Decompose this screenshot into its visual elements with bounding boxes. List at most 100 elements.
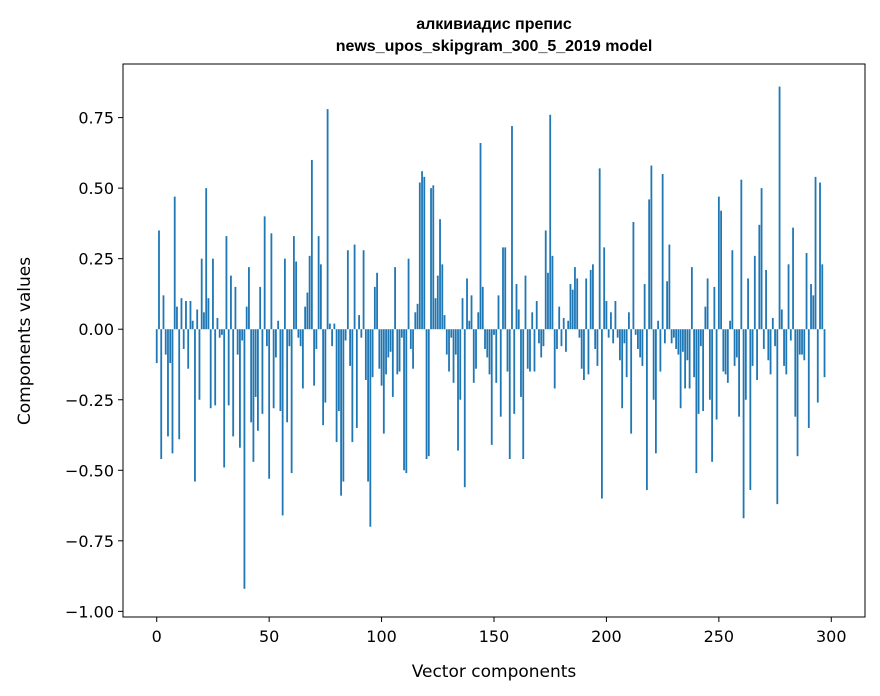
bar-73 [319, 264, 322, 330]
bar-2 [160, 329, 163, 459]
bar-164 [524, 275, 527, 330]
bar-224 [659, 329, 662, 372]
bar-59 [288, 329, 291, 347]
bar-234 [681, 329, 684, 352]
bar-17 [194, 329, 196, 482]
bar-18 [196, 309, 199, 330]
bar-100 [380, 329, 383, 386]
bar-113 [409, 329, 412, 349]
bar-184 [569, 284, 572, 330]
bar-270 [762, 329, 765, 349]
bar-223 [657, 320, 660, 330]
bar-191 [585, 278, 588, 330]
bar-180 [560, 329, 563, 347]
bar-118 [421, 171, 423, 330]
bar-138 [466, 278, 468, 330]
bar-217 [643, 284, 646, 330]
bar-176 [551, 255, 554, 330]
bar-231 [675, 329, 678, 349]
bar-144 [479, 143, 482, 330]
bar-211 [630, 329, 633, 434]
bar-137 [463, 329, 466, 488]
bar-232 [677, 329, 680, 355]
y-tick-label: 0.00 [78, 320, 114, 339]
bar-172 [542, 329, 545, 347]
x-tick-label: 150 [479, 627, 510, 646]
bar-286 [798, 329, 801, 355]
bar-256 [731, 250, 734, 330]
bar-280 [785, 329, 788, 375]
bar-136 [461, 298, 464, 330]
bar-295 [819, 182, 821, 330]
bar-7 [171, 329, 174, 454]
bar-153 [499, 329, 502, 417]
bar-255 [729, 320, 731, 330]
bar-284 [794, 329, 797, 417]
bar-195 [594, 329, 597, 349]
bar-247 [711, 329, 713, 462]
bar-132 [452, 329, 455, 383]
bar-200 [605, 301, 608, 330]
bar-253 [724, 329, 727, 375]
bar-277 [778, 86, 781, 330]
bar-15 [189, 301, 192, 330]
y-tick-label: −0.25 [65, 391, 114, 410]
y-axis-ticks: −1.00 −0.75 −0.50 −0.25 0.00 0.25 0.50 0.75 [65, 109, 123, 621]
bar-252 [722, 329, 725, 372]
bar-146 [484, 329, 486, 349]
bar-23 [207, 298, 210, 330]
bar-58 [286, 329, 289, 423]
bar-26 [214, 329, 217, 406]
bar-99 [378, 329, 381, 369]
bar-139 [468, 320, 471, 330]
bar-89 [355, 329, 358, 428]
bar-249 [715, 329, 718, 420]
bar-261 [742, 329, 745, 519]
bar-77 [328, 323, 331, 330]
bar-293 [814, 176, 817, 330]
bar-19 [198, 329, 201, 400]
bar-233 [679, 329, 682, 409]
bar-173 [544, 230, 547, 330]
bar-274 [771, 317, 774, 330]
bar-194 [592, 264, 594, 330]
bar-13 [185, 301, 187, 330]
bar-162 [520, 329, 522, 397]
bar-198 [601, 329, 603, 499]
bar-47 [261, 329, 264, 414]
bar-12 [182, 329, 185, 349]
bar-279 [783, 329, 785, 366]
bar-151 [495, 329, 498, 383]
bar-127 [441, 264, 444, 330]
bar-175 [549, 114, 552, 330]
bar-3 [162, 295, 165, 330]
bar-88 [353, 244, 356, 330]
bar-225 [661, 174, 664, 330]
bar-165 [526, 329, 529, 369]
bar-32 [227, 329, 230, 406]
bar-9 [176, 306, 178, 330]
bar-95 [369, 329, 372, 527]
bar-149 [490, 329, 493, 445]
y-tick-label: 0.50 [78, 179, 114, 198]
bar-150 [493, 329, 495, 335]
bar-90 [358, 315, 360, 330]
bar-116 [416, 303, 419, 330]
bar-14 [187, 329, 190, 369]
bar-30 [223, 329, 226, 468]
bar-37 [239, 329, 241, 448]
bar-244 [704, 306, 707, 330]
bar-154 [502, 247, 504, 330]
x-axis-ticks: 0 50 100 150 200 250 300 [152, 617, 847, 646]
bar-119 [423, 176, 426, 330]
bar-245 [706, 278, 709, 330]
bar-174 [547, 272, 549, 330]
bar-5 [167, 329, 169, 437]
bar-202 [610, 312, 612, 330]
bar-80 [335, 329, 338, 443]
y-axis-label: Components values [15, 257, 35, 425]
bar-52 [272, 329, 275, 409]
bar-83 [342, 329, 345, 482]
bar-226 [663, 329, 666, 344]
bar-171 [540, 329, 543, 358]
